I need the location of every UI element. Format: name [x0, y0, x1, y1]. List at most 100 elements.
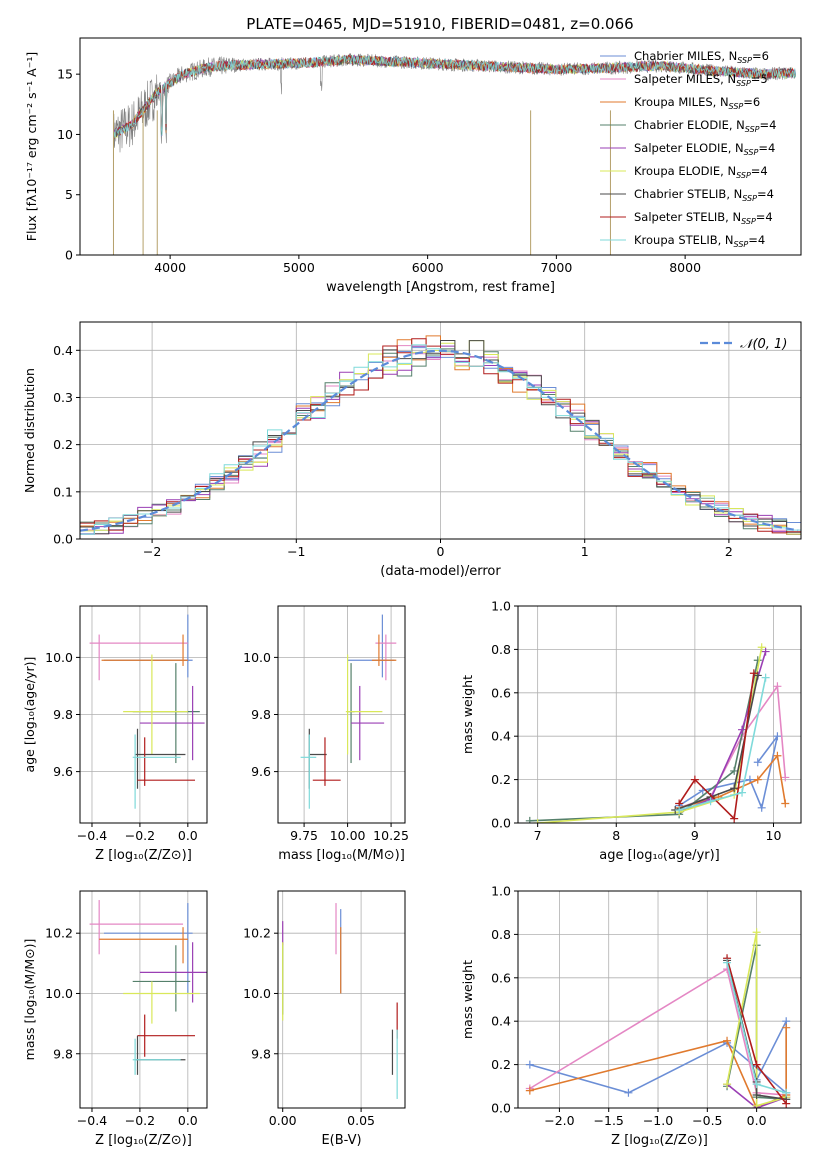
xtick-label: 9 [691, 828, 699, 843]
x-axis-label: E(B-V) [321, 1133, 361, 1148]
legend-label: Chabrier MILES, NSSP=6 [634, 49, 769, 65]
legend-text: Salpeter ELODIE, N [634, 141, 744, 155]
axes-spectrum: 4000 5000 6000 7000 8000 0 5 10 15 wavelength [An… [24, 37, 802, 295]
axes-frame [79, 890, 208, 1109]
legend-suffix: =6 [743, 95, 760, 109]
legend-label: Salpeter MILES, NSSP=5 [634, 72, 768, 88]
ytick-label: 1.0 [491, 884, 511, 899]
model-spectrum-kroupa_stelib [113, 54, 796, 140]
ytick-label: 0.0 [491, 816, 511, 831]
plot-area [112, 52, 796, 255]
series-marker-salpeter_stelib [782, 1099, 791, 1108]
ytick-label: 0.6 [491, 685, 511, 700]
legend-subscript: SSP [737, 56, 752, 65]
legend-suffix: =4 [760, 118, 777, 132]
series-marker-salpeter_miles [781, 773, 790, 782]
ytick-label: 10.0 [243, 650, 271, 665]
xtick-label: 0.0 [747, 1113, 767, 1128]
legend-subscript: SSP [745, 125, 760, 134]
plot-area [525, 643, 790, 823]
xtick-label: 8000 [669, 260, 701, 275]
series-marker-kroupa_miles [781, 799, 790, 808]
ytick-label: 9.8 [53, 1046, 73, 1061]
y-axis-label: Flux [fλ10⁻¹⁷ erg cm⁻² s⁻¹ A⁻¹] [24, 52, 39, 241]
axes-frame [517, 890, 802, 1109]
ytick-label: 10.0 [45, 650, 73, 665]
ytick-label: 10.2 [45, 926, 73, 941]
x-axis-label: Z [log₁₀(Z/Z⊙)] [95, 848, 192, 863]
series-marker-chabrier_stelib [730, 784, 739, 793]
ytick-label: 10.0 [243, 986, 271, 1001]
legend-subscript: SSP [734, 240, 749, 249]
series-marker-kroupa_miles [782, 1023, 791, 1032]
series-line-salpeter_stelib [678, 673, 755, 821]
y-axis-label: Normed distribution [22, 368, 37, 493]
legend-label: 𝒩(0, 1) [740, 337, 787, 352]
ytick-label: 0.1 [53, 484, 73, 499]
axes-frame [517, 605, 802, 824]
series-marker-chabrier_miles [753, 758, 762, 767]
legend-label: Chabrier ELODIE, NSSP=4 [634, 118, 776, 134]
series-marker-kroupa_miles [525, 1086, 534, 1095]
axes-age_vs_mass: 9.75 10.00 10.25 9.6 9.8 10.0 mass [log₁₀(M/M⊙… [243, 605, 409, 863]
series-line-salpeter_miles [529, 967, 787, 1096]
ytick-label: 10.0 [45, 986, 73, 1001]
legend-suffix: =5 [751, 72, 768, 86]
series-marker-kroupa_elodie [757, 643, 766, 652]
series-marker-chabrier_miles [624, 1088, 633, 1097]
series-marker-kroupa_elodie [752, 1101, 761, 1108]
series-line-chabrier_elodie [529, 660, 759, 822]
legend-suffix: =4 [751, 164, 768, 178]
axes-mass_vs_ebv: 0.00 0.05 9.8 10.0 10.2 E(B-V) [243, 890, 406, 1148]
xtick-label: 1 [581, 544, 589, 559]
xtick-label: −1 [287, 544, 305, 559]
plot-area [300, 614, 397, 809]
xtick-label: −0.2 [125, 828, 155, 843]
gaussian-curve [80, 349, 799, 532]
axes-frame [79, 37, 802, 256]
xtick-label: −0.2 [125, 1113, 155, 1128]
figure-title: PLATE=0465, MJD=51910, FIBERID=0481, z=0… [246, 15, 633, 33]
series-marker-kroupa_stelib [675, 805, 684, 814]
histogram-kroupa_miles [80, 335, 801, 535]
series-marker-kroupa_miles [753, 775, 762, 784]
series-marker-salpeter_stelib [752, 1060, 761, 1069]
xtick-label: 7000 [540, 260, 572, 275]
xtick-label: 10.00 [330, 828, 366, 843]
x-axis-label: age [log₁₀(age/yr)] [599, 848, 720, 863]
xtick-label: 0 [437, 544, 445, 559]
legend-label: Chabrier STELIB, NSSP=4 [634, 187, 774, 203]
series-marker-kroupa_miles [773, 751, 782, 760]
ytick-label: 9.6 [53, 764, 73, 779]
x-axis-label: mass [log₁₀(M/M⊙)] [278, 848, 405, 863]
series-line-kroupa_stelib [678, 677, 767, 811]
ytick-label: 0.8 [491, 642, 511, 657]
series-marker-salpeter_stelib [730, 814, 739, 823]
xtick-label: −0.5 [692, 1113, 722, 1128]
series-marker-salpeter_elodie [738, 725, 747, 734]
y-axis-label: mass [log₁₀(M/M⊙)] [22, 939, 37, 1061]
xtick-label: −1.0 [643, 1113, 673, 1128]
xtick-label: 7 [534, 828, 542, 843]
xtick-label: −1.5 [594, 1113, 624, 1128]
ytick-label: 9.8 [251, 1046, 271, 1061]
ytick-label: 0 [65, 248, 73, 263]
plot-area [89, 900, 207, 1075]
series-marker-salpeter_stelib [690, 775, 699, 784]
ytick-label: 9.6 [251, 764, 271, 779]
legend-subscript: SSP [736, 171, 751, 180]
series-line-kroupa_miles [529, 1027, 787, 1108]
x-axis-label: (data-model)/error [380, 564, 501, 579]
ytick-label: 0.0 [53, 532, 73, 547]
ytick-label: 9.8 [251, 707, 271, 722]
x-axis-label: wavelength [Angstrom, rest frame] [326, 280, 555, 295]
ytick-label: 0.4 [491, 729, 511, 744]
xtick-label: 2 [725, 544, 733, 559]
ytick-label: 10 [57, 127, 73, 142]
xtick-label: 0.0 [178, 828, 198, 843]
xtick-label: 0.0 [178, 1113, 198, 1128]
legend-text: Kroupa MILES, N [634, 95, 729, 109]
series-marker-kroupa_stelib [752, 1080, 761, 1089]
legend: Chabrier MILES, NSSP=6 Salpeter MILES, NS… [600, 49, 776, 249]
series-marker-kroupa_elodie [752, 928, 761, 937]
